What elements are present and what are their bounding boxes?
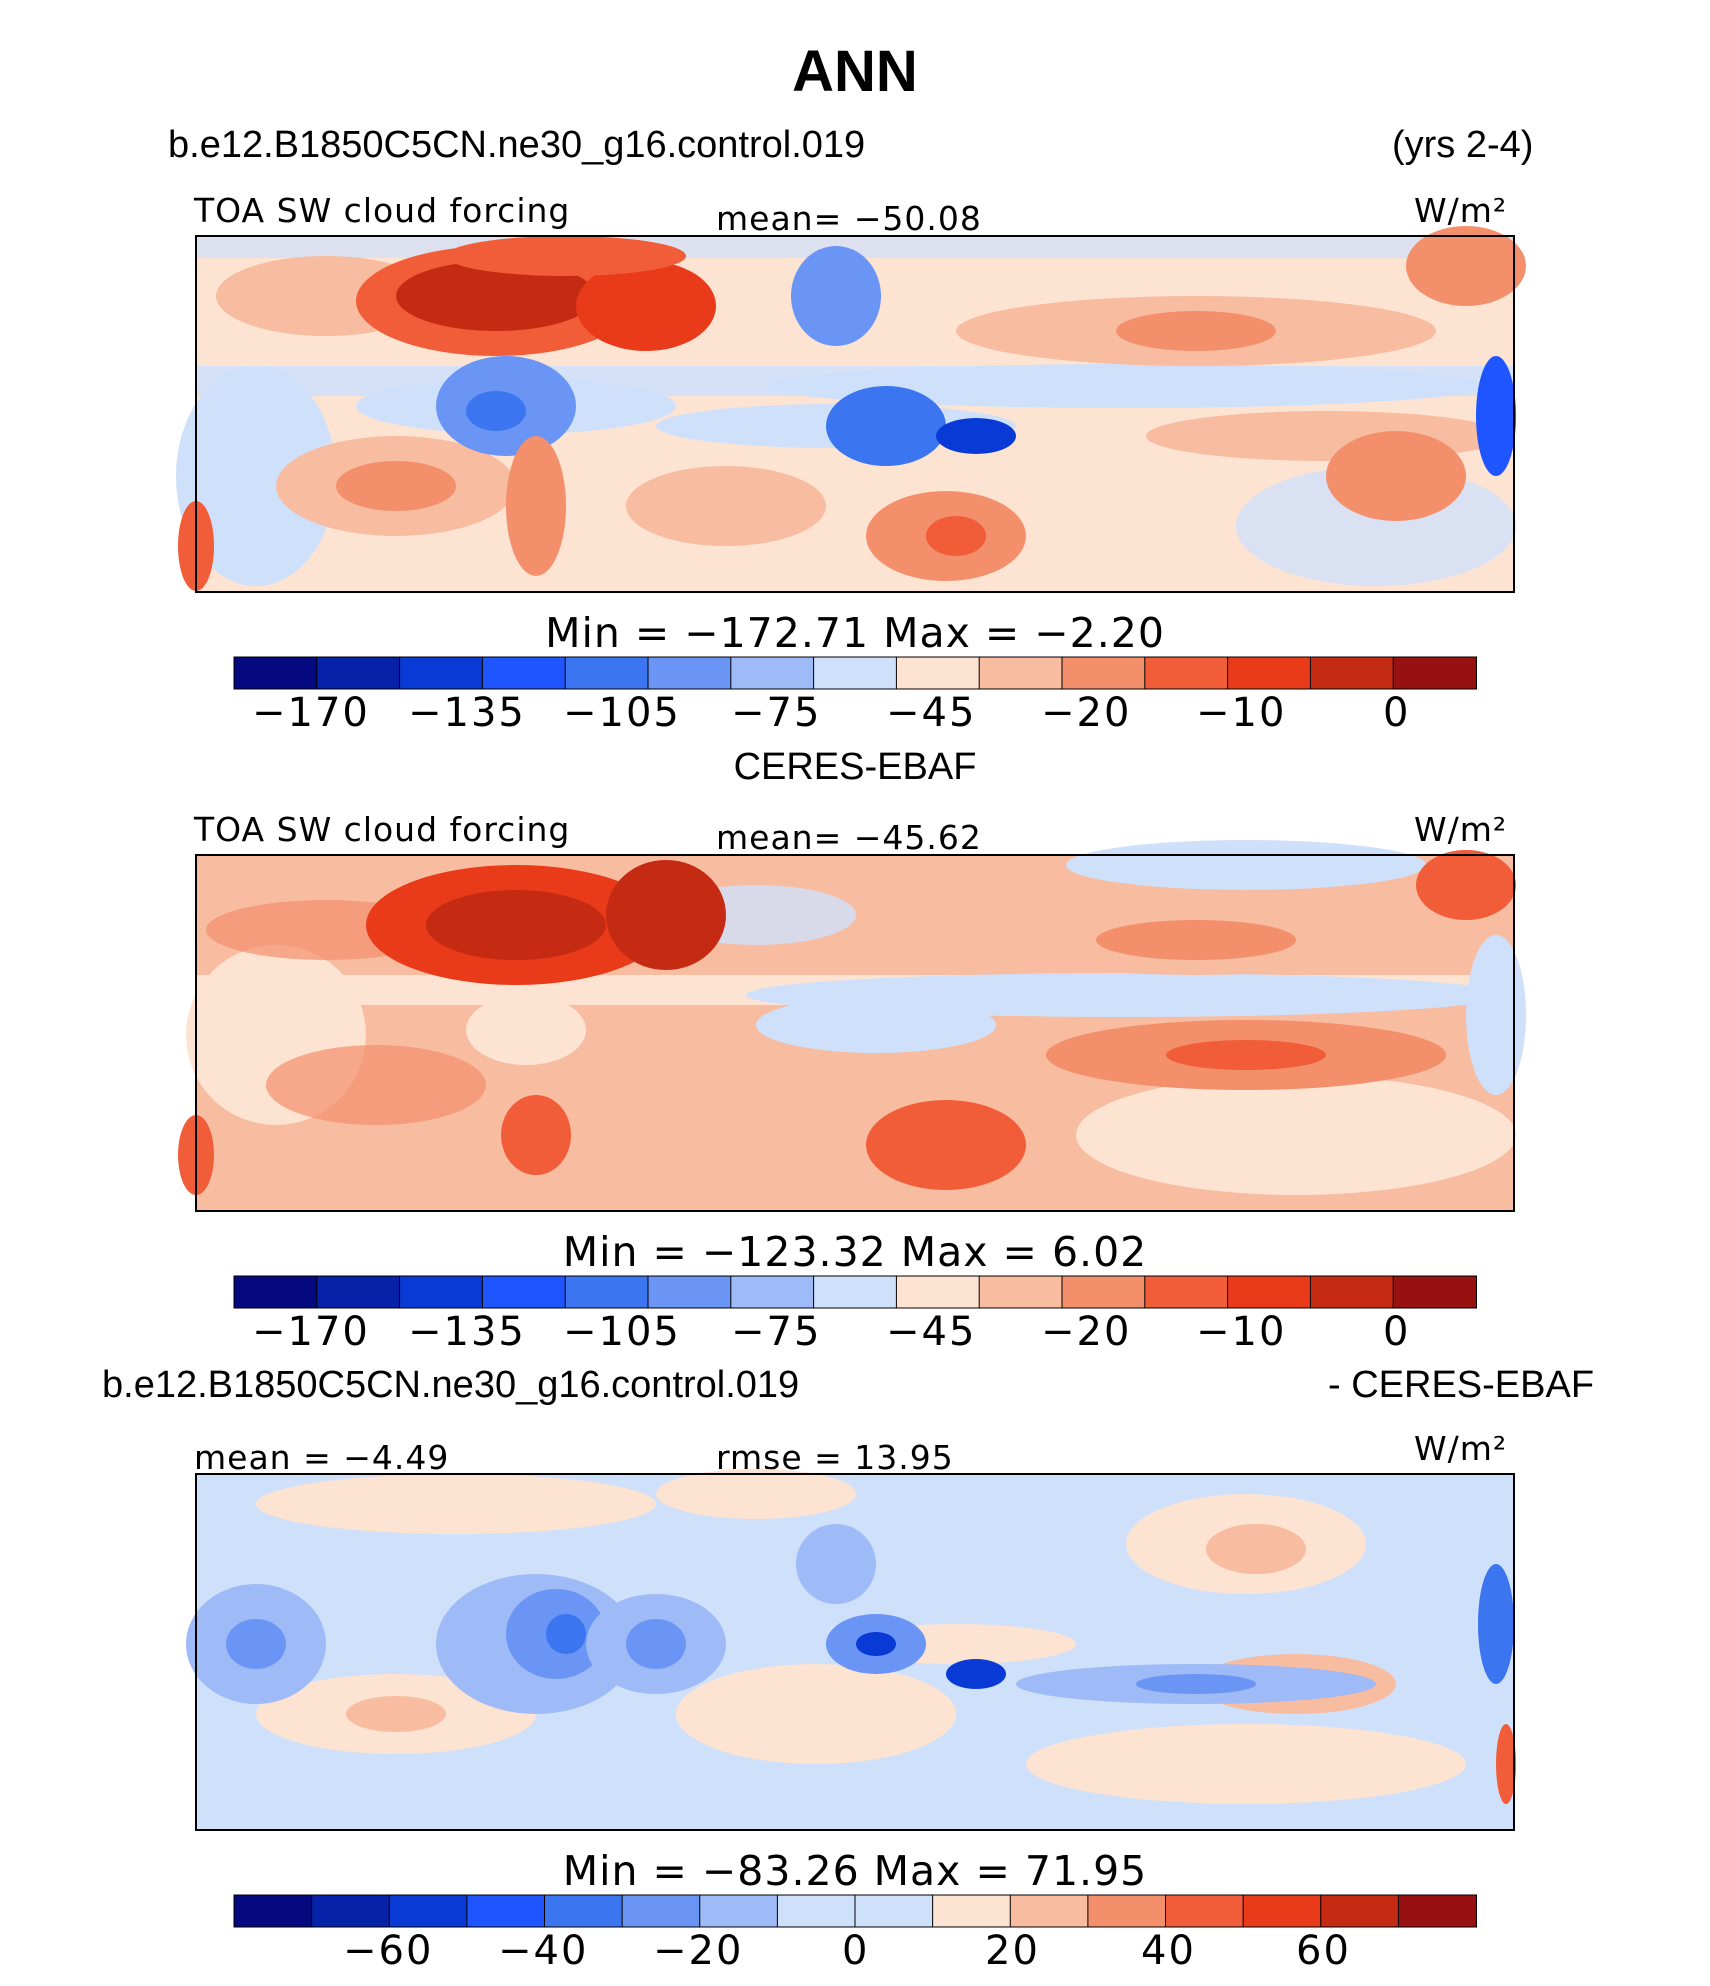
- colorbar-swatch: [854, 1894, 934, 1928]
- panel1-tick: −45: [886, 690, 977, 736]
- panel1-tick: −135: [408, 690, 526, 736]
- colorbar-swatch: [544, 1894, 624, 1928]
- panel2-map: [178, 840, 1526, 1212]
- colorbar-swatch: [1320, 1894, 1400, 1928]
- colorbar-swatch: [311, 1894, 391, 1928]
- colorbar-swatch: [1227, 656, 1312, 690]
- colorbar-swatch: [699, 1894, 779, 1928]
- colorbar-swatch: [233, 1894, 313, 1928]
- colorbar-swatch: [481, 656, 567, 690]
- colorbar-swatch: [978, 1275, 1064, 1309]
- panel3-tick: 40: [1141, 1928, 1196, 1974]
- colorbar-swatch: [895, 1275, 981, 1309]
- colorbar-swatch: [316, 656, 401, 690]
- colorbar-swatch: [1165, 1894, 1245, 1928]
- colorbar-swatch: [1009, 1894, 1089, 1928]
- panel1-tick: −10: [1196, 690, 1287, 736]
- panel1-units: W/m²: [1414, 191, 1508, 230]
- panel1-header-right: (yrs 2-4): [1392, 124, 1534, 166]
- panel1-header-left: b.e12.B1850C5CN.ne30_g16.control.019: [168, 124, 866, 166]
- panel2-tick: −10: [1196, 1309, 1287, 1355]
- panel2-variable: TOA SW cloud forcing: [194, 810, 571, 849]
- panel2-tick: −75: [731, 1309, 822, 1355]
- panel2-tick: −45: [886, 1309, 977, 1355]
- panel1-variable: TOA SW cloud forcing: [194, 191, 571, 230]
- colorbar-swatch: [813, 656, 898, 690]
- panel1-tick: −170: [252, 690, 370, 736]
- colorbar-swatch: [399, 1275, 484, 1309]
- colorbar-swatch: [1144, 1275, 1229, 1309]
- colorbar-swatch: [1227, 1275, 1312, 1309]
- panel1-tick: 0: [1383, 690, 1411, 736]
- panel1-tick: −75: [731, 690, 822, 736]
- panel3-header-right: - CERES-EBAF: [1328, 1364, 1595, 1406]
- panel2-colorbar: [233, 1275, 1477, 1309]
- panel1-mean: mean= −50.08: [716, 199, 982, 238]
- colorbar-swatch: [1309, 1275, 1395, 1309]
- colorbar-swatch: [895, 656, 981, 690]
- panel2-tick: −105: [563, 1309, 681, 1355]
- panel3-header-left: b.e12.B1850C5CN.ne30_g16.control.019: [102, 1364, 800, 1406]
- panel3-tick: −40: [498, 1928, 589, 1974]
- colorbar-swatch: [233, 1275, 318, 1309]
- panel3-tick: 20: [985, 1928, 1040, 1974]
- colorbar-swatch: [481, 1275, 567, 1309]
- colorbar-swatch: [730, 656, 815, 690]
- panel3-tick: 60: [1296, 1928, 1351, 1974]
- panel3-colorbar: [233, 1894, 1478, 1928]
- panel3-tick: 0: [842, 1928, 870, 1974]
- panel2-header: CERES-EBAF: [733, 746, 977, 788]
- panel2-tick: −20: [1041, 1309, 1132, 1355]
- colorbar-swatch: [932, 1894, 1012, 1928]
- colorbar-swatch: [1392, 1275, 1477, 1309]
- colorbar-swatch: [647, 656, 732, 690]
- colorbar-swatch: [621, 1894, 701, 1928]
- panel3-tick: −20: [653, 1928, 744, 1974]
- colorbar-swatch: [776, 1894, 857, 1928]
- panel2-tick: −170: [252, 1309, 370, 1355]
- panel2-tick: 0: [1383, 1309, 1411, 1355]
- panel2-tick: −135: [408, 1309, 526, 1355]
- panel3-minmax: Min = −83.26 Max = 71.95: [562, 1847, 1148, 1895]
- panel2-minmax: Min = −123.32 Max = 6.02: [562, 1228, 1148, 1276]
- panel1-tick: −20: [1041, 690, 1132, 736]
- panel2-mean: mean= −45.62: [716, 818, 982, 857]
- page-title: ANN: [792, 39, 918, 104]
- colorbar-swatch: [1392, 656, 1477, 690]
- colorbar-swatch: [466, 1894, 546, 1928]
- panel2-units: W/m²: [1414, 810, 1508, 849]
- colorbar-swatch: [233, 656, 318, 690]
- panel3-map: [186, 1469, 1516, 1831]
- colorbar-swatch: [316, 1275, 401, 1309]
- colorbar-swatch: [1061, 656, 1146, 690]
- colorbar-swatch: [813, 1275, 898, 1309]
- colorbar-swatch: [564, 656, 650, 690]
- colorbar-swatch: [730, 1275, 815, 1309]
- panel3-mean: mean = −4.49: [194, 1438, 450, 1477]
- colorbar-swatch: [1309, 656, 1395, 690]
- colorbar-swatch: [1144, 656, 1229, 690]
- panel1-minmax: Min = −172.71 Max = −2.20: [545, 609, 1165, 657]
- colorbar-swatch: [647, 1275, 732, 1309]
- colorbar-swatch: [978, 656, 1064, 690]
- panel3-tick: −60: [343, 1928, 434, 1974]
- panel1-map: [176, 226, 1526, 593]
- panel3-units: W/m²: [1414, 1429, 1508, 1468]
- colorbar-swatch: [399, 656, 484, 690]
- colorbar-swatch: [1397, 1894, 1478, 1928]
- colorbar-swatch: [388, 1894, 468, 1928]
- colorbar-swatch: [564, 1275, 650, 1309]
- panel1-colorbar: [233, 656, 1477, 690]
- colorbar-swatch: [1242, 1894, 1322, 1928]
- colorbar-swatch: [1087, 1894, 1167, 1928]
- colorbar-swatch: [1061, 1275, 1146, 1309]
- panel1-tick: −105: [563, 690, 681, 736]
